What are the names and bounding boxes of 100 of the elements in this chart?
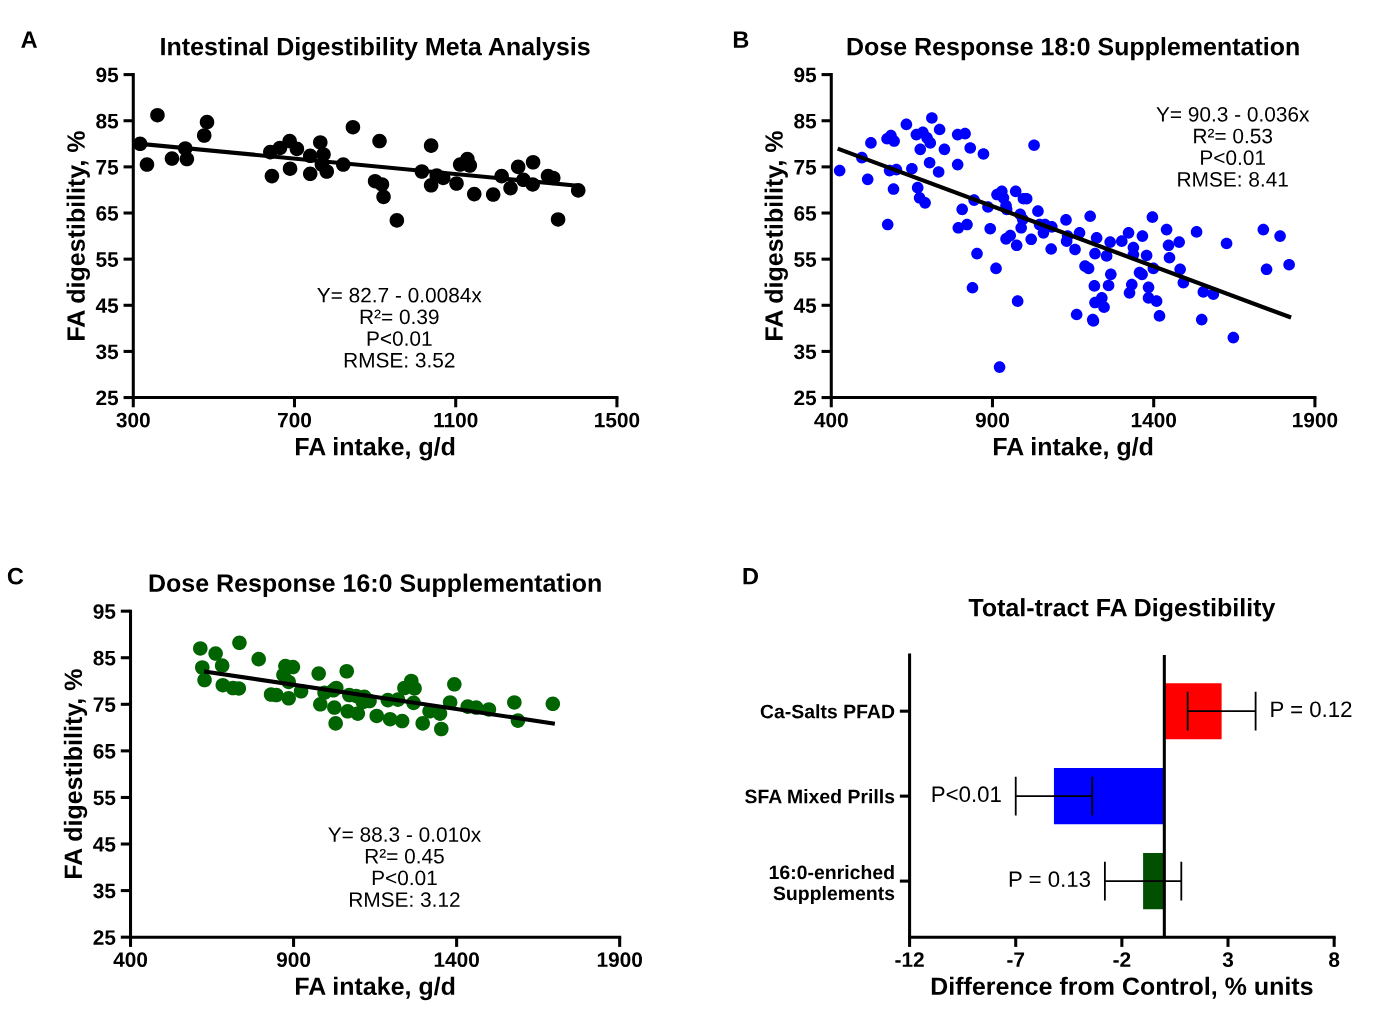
point xyxy=(449,176,464,191)
y-tick-label: 25 xyxy=(93,930,116,945)
point xyxy=(339,663,355,679)
point xyxy=(525,154,541,170)
y-tick-label: 55 xyxy=(794,252,817,267)
y-tick-label: Ca-Salts PFAD xyxy=(760,704,895,719)
chart-title: Intestinal Digestibility Meta Analysis xyxy=(161,37,590,61)
point xyxy=(447,676,462,692)
x-tick-label: 1400 xyxy=(434,952,479,968)
point xyxy=(382,711,398,727)
x-axis-title: FA intake, g/d xyxy=(295,976,455,1001)
point xyxy=(485,187,501,202)
y-tick-label: 75 xyxy=(96,160,119,175)
point xyxy=(503,180,518,196)
text: A xyxy=(21,31,38,48)
y-tick-label: 65 xyxy=(93,743,116,759)
x-tick-label: -12 xyxy=(895,952,924,967)
point xyxy=(507,695,522,710)
y-tick-label: 16:0-enriched Supplements xyxy=(769,864,895,905)
annotation: P<0.01 xyxy=(932,786,1001,803)
point xyxy=(232,635,247,651)
text: D xyxy=(743,568,759,585)
y-tick-label: 85 xyxy=(794,113,817,129)
annotation: P = 0.13 xyxy=(1009,871,1091,888)
point xyxy=(372,133,387,149)
point xyxy=(282,161,298,177)
y-tick-label: SFA Mixed Prills xyxy=(745,789,895,804)
chart-title: Dose Response 18:0 Supplementation xyxy=(847,37,1299,61)
point xyxy=(434,721,449,737)
x-tick-label: 900 xyxy=(276,952,311,968)
x-tick-label: 300 xyxy=(116,412,150,428)
point xyxy=(389,213,405,228)
y-tick-label: 45 xyxy=(95,298,119,314)
point xyxy=(196,128,212,143)
annotation: P = 0.12 xyxy=(1271,701,1352,718)
point xyxy=(139,157,155,172)
annotation: Y= 90.3 - 0.036x R²= 0.53 P<0.01 RMSE: 8.41 xyxy=(1156,106,1310,187)
annotation: Y= 88.3 - 0.010x R²= 0.45 P<0.01 RMSE: 3.12 xyxy=(328,827,481,907)
point xyxy=(545,696,561,712)
point xyxy=(313,135,328,150)
x-tick-label: 1900 xyxy=(597,952,642,968)
y-tick-label: 25 xyxy=(96,390,119,406)
chart-title: Total-tract FA Digestibility xyxy=(968,598,1276,622)
y-axis-title: FA digestibility, % xyxy=(63,669,88,879)
x-tick-label: 8 xyxy=(1329,952,1340,968)
y-axis-title: FA digestibility, % xyxy=(66,131,90,340)
point xyxy=(208,646,223,661)
x-tick-label: 400 xyxy=(113,952,148,968)
y-tick-label: 25 xyxy=(794,390,817,406)
x-tick-label: 700 xyxy=(278,412,312,428)
x-tick-label: 1900 xyxy=(1293,412,1338,428)
point xyxy=(164,151,180,166)
point xyxy=(313,697,328,712)
point xyxy=(466,186,482,202)
point xyxy=(423,138,439,153)
point xyxy=(550,212,566,227)
annotation: Y= 82.7 - 0.0084x R²= 0.39 P<0.01 RMSE: 3.52 xyxy=(317,287,482,368)
point xyxy=(369,708,385,724)
y-tick-label: 95 xyxy=(794,67,817,83)
x-axis-title: Difference from Control, % units xyxy=(931,976,1313,999)
y-axis-title: FA digestibility, % xyxy=(764,131,788,340)
x-tick-label: -7 xyxy=(1007,952,1025,967)
x-axis-title: FA intake, g/d xyxy=(993,437,1153,461)
y-tick-label: 35 xyxy=(793,344,817,360)
point xyxy=(199,114,215,130)
point xyxy=(350,706,366,721)
point xyxy=(197,672,212,688)
point xyxy=(150,107,165,123)
point xyxy=(319,164,335,179)
y-tick-label: 65 xyxy=(794,206,817,221)
point xyxy=(510,159,526,175)
chart-title: Dose Response 16:0 Supplementation xyxy=(149,573,601,597)
point xyxy=(376,189,391,205)
point xyxy=(462,158,478,173)
x-axis-title: FA intake, g/d xyxy=(295,437,455,461)
x-tick-label: 900 xyxy=(975,412,1010,428)
text: C xyxy=(7,567,24,585)
point xyxy=(281,690,296,706)
y-tick-label: 95 xyxy=(93,604,116,619)
point xyxy=(302,166,318,182)
y-tick-label: 75 xyxy=(93,697,116,713)
x-tick-label: 1100 xyxy=(434,412,478,428)
point xyxy=(327,700,342,715)
y-tick-label: 45 xyxy=(793,298,817,314)
point xyxy=(214,658,230,673)
point xyxy=(374,177,390,192)
point xyxy=(264,168,280,184)
point xyxy=(394,713,410,729)
point xyxy=(251,651,266,667)
point xyxy=(345,119,361,135)
point xyxy=(415,716,430,731)
y-tick-label: 35 xyxy=(93,883,116,899)
point xyxy=(407,681,422,696)
y-tick-label: 45 xyxy=(93,837,116,852)
y-tick-label: 75 xyxy=(794,160,817,175)
point xyxy=(193,641,208,656)
x-tick-label: 1500 xyxy=(595,412,640,428)
y-tick-label: 35 xyxy=(96,344,119,360)
point xyxy=(179,151,195,167)
y-tick-label: 55 xyxy=(96,252,119,267)
